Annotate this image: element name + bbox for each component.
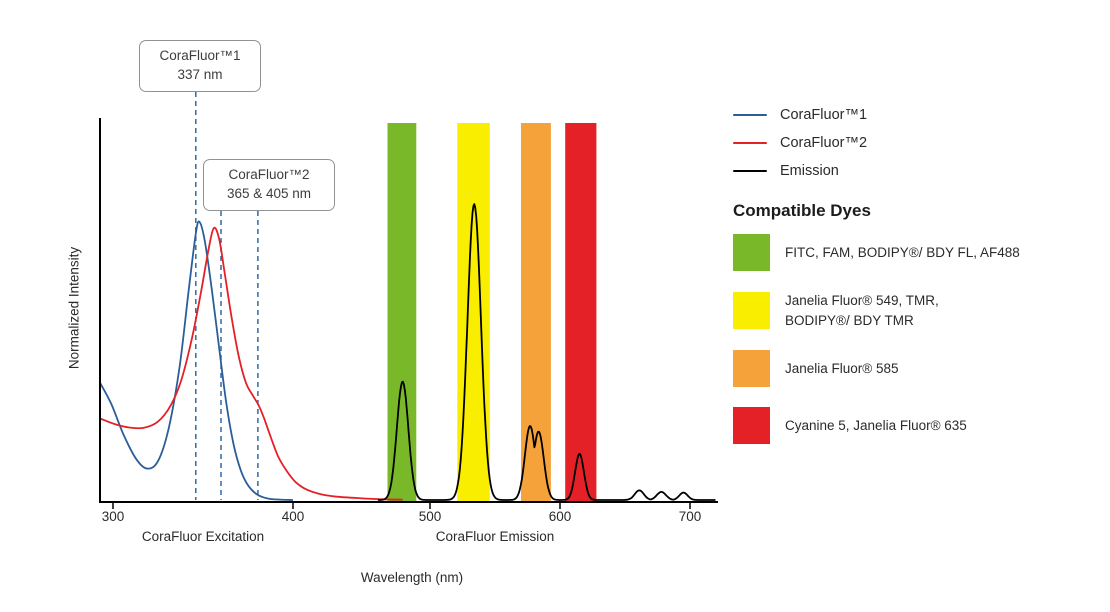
x-tick-label-600: 600 <box>548 509 572 524</box>
legend-item-1: CoraFluor™1 <box>733 101 1105 129</box>
dye-label: Janelia Fluor® 585 <box>785 360 899 376</box>
x-axis-label: Wavelength (nm) <box>360 570 464 585</box>
x-tick-label-500: 500 <box>418 509 442 524</box>
emission-curve <box>377 203 716 501</box>
axes-layer <box>99 118 718 509</box>
dye-color-swatch <box>733 407 770 445</box>
corafluor1-excitation-curve <box>99 220 294 501</box>
filter-bands-layer <box>387 123 597 502</box>
x-tick-label-300: 300 <box>101 509 125 524</box>
callout-corafluor2: CoraFluor™2 365 & 405 nm <box>203 159 335 211</box>
legend-line-swatch <box>733 169 767 173</box>
legend-item-3: Emission <box>733 157 1105 185</box>
dye-color-swatch <box>733 350 770 388</box>
dye-label: Cyanine 5, Janelia Fluor® 635 <box>785 417 967 433</box>
callout-corafluor1-title: CoraFluor™1 <box>159 48 241 63</box>
dye-item-1: FITC, FAM, BODIPY®/ BDY FL, AF488 <box>733 234 1105 271</box>
callout-corafluor1: CoraFluor™1 337 nm <box>139 40 261 92</box>
legend-label: Emission <box>780 163 839 179</box>
compatible-dyes-heading: Compatible Dyes <box>733 201 871 220</box>
dye-label: Janelia Fluor® 549, TMR, BODIPY®/ BDY TM… <box>785 293 939 328</box>
filter-band-4 <box>565 123 597 502</box>
dye-color-swatch <box>733 292 770 330</box>
dye-label: FITC, FAM, BODIPY®/ BDY FL, AF488 <box>785 244 1020 260</box>
callout-corafluor2-title: CoraFluor™2 <box>228 167 310 182</box>
corafluor2-excitation-curve <box>100 226 403 501</box>
callout-corafluor2-value: 365 & 405 nm <box>226 185 312 201</box>
legend-line-swatch <box>733 141 767 145</box>
filter-band-1 <box>387 123 417 502</box>
x-tick-label-400: 400 <box>281 509 305 524</box>
dye-item-3: Janelia Fluor® 585 <box>733 350 1105 388</box>
callout-corafluor1-value: 337 nm <box>177 66 223 82</box>
legend-label: CoraFluor™1 <box>780 107 868 123</box>
curves-layer <box>99 203 716 501</box>
dye-item-2: Janelia Fluor® 549, TMR, BODIPY®/ BDY TM… <box>733 291 1105 330</box>
legend-line-swatch <box>733 113 767 117</box>
y-axis-label: Normalized Intensity <box>66 246 82 370</box>
legend-item-2: CoraFluor™2 <box>733 129 1105 157</box>
compatible-dyes-list: FITC, FAM, BODIPY®/ BDY FL, AF488 Janelia… <box>733 234 1105 445</box>
x-region-label-excitation: CoraFluor Excitation <box>141 529 265 544</box>
legend-label: CoraFluor™2 <box>780 135 868 151</box>
x-region-label-emission: CoraFluor Emission <box>435 529 555 544</box>
dye-item-4: Cyanine 5, Janelia Fluor® 635 <box>733 407 1105 445</box>
legend-panel: CoraFluor™1 CoraFluor™2 Emission Compatibl… <box>733 101 1105 464</box>
legend-series-list: CoraFluor™1 CoraFluor™2 Emission <box>733 101 1105 185</box>
dye-color-swatch <box>733 234 770 271</box>
x-tick-label-700: 700 <box>678 509 702 524</box>
axes <box>99 118 718 503</box>
